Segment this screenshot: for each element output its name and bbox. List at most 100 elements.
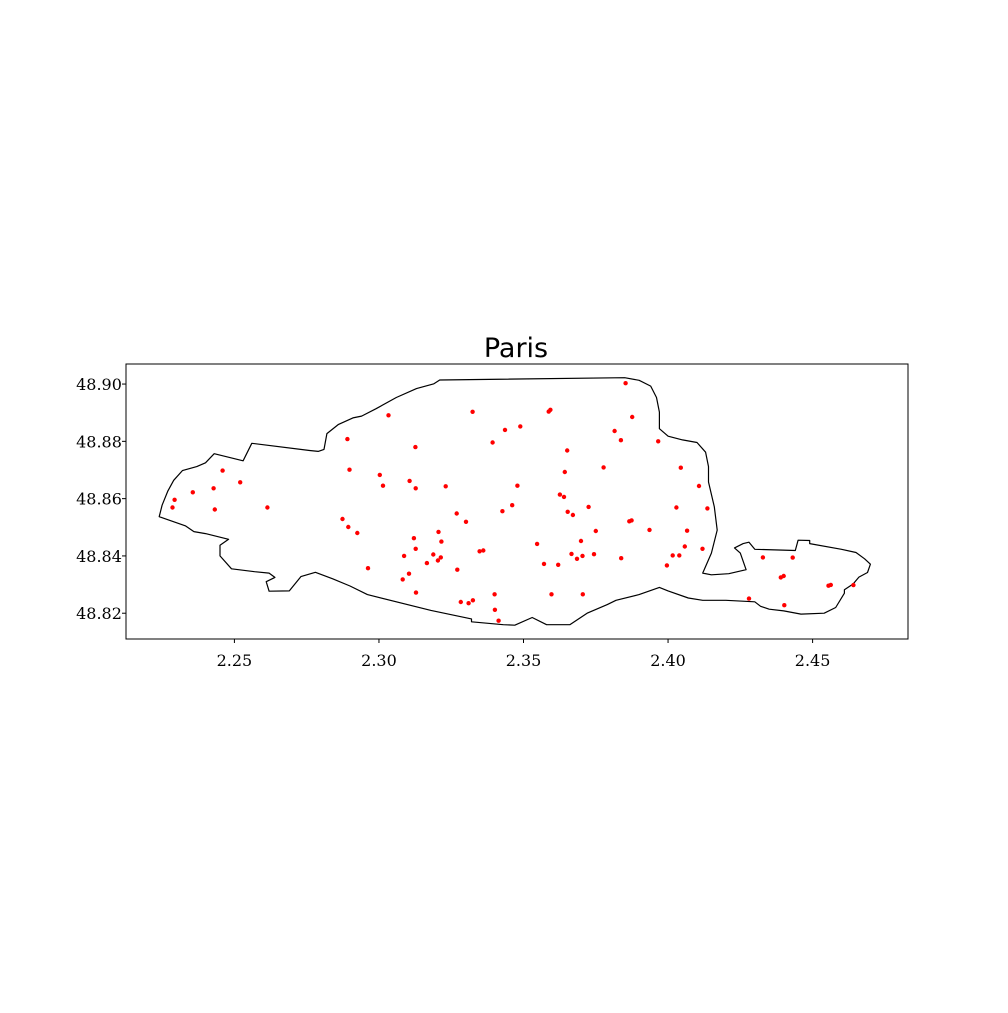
data-point xyxy=(443,484,448,489)
data-point xyxy=(477,549,482,554)
data-point xyxy=(534,541,540,547)
data-point xyxy=(760,555,766,560)
data-point xyxy=(407,478,412,484)
chart-title: Paris xyxy=(484,333,548,364)
data-point xyxy=(220,468,225,473)
data-point xyxy=(674,505,679,510)
data-point xyxy=(413,444,418,450)
data-point xyxy=(623,381,628,386)
data-point xyxy=(664,563,670,568)
data-point xyxy=(431,552,436,557)
data-point xyxy=(345,436,350,442)
data-point xyxy=(562,469,567,475)
data-point xyxy=(696,483,702,489)
data-point xyxy=(455,567,460,572)
data-point xyxy=(401,553,407,559)
data-point xyxy=(561,494,567,500)
y-tick-label: 48.86 xyxy=(76,490,122,509)
data-point xyxy=(601,465,606,470)
data-point xyxy=(705,506,710,511)
data-point xyxy=(570,512,576,518)
x-tick-label: 2.45 xyxy=(795,651,831,670)
data-point xyxy=(492,592,497,597)
city-boundary xyxy=(158,377,872,626)
x-tick-label: 2.25 xyxy=(217,651,253,670)
y-tick-label: 48.88 xyxy=(76,432,122,451)
data-point xyxy=(557,492,563,497)
data-point xyxy=(746,596,752,601)
data-point xyxy=(578,538,584,544)
data-point xyxy=(458,599,463,605)
data-point xyxy=(612,428,617,434)
data-point xyxy=(574,556,580,561)
data-point xyxy=(541,561,547,567)
y-tick-label: 48.82 xyxy=(76,604,122,623)
data-point xyxy=(580,592,585,597)
data-point xyxy=(851,582,856,588)
data-point xyxy=(569,551,574,557)
data-point xyxy=(593,528,598,534)
x-tick-label: 2.35 xyxy=(506,651,542,670)
data-point xyxy=(346,524,351,530)
data-point xyxy=(439,539,444,544)
data-point xyxy=(781,573,786,579)
data-point xyxy=(678,465,683,470)
data-point xyxy=(549,592,554,597)
data-point xyxy=(386,413,391,418)
data-point xyxy=(238,480,243,485)
data-point xyxy=(347,467,352,472)
data-point xyxy=(481,548,486,553)
data-point xyxy=(502,427,508,433)
data-point xyxy=(400,577,405,582)
data-point xyxy=(565,509,570,514)
data-point xyxy=(565,448,570,453)
data-point xyxy=(454,511,459,516)
boundary-outline xyxy=(158,377,872,626)
data-point xyxy=(411,536,417,541)
data-point xyxy=(656,439,661,444)
x-tick-label: 2.30 xyxy=(361,651,397,670)
data-point xyxy=(380,483,386,488)
data-point xyxy=(463,519,469,524)
data-point xyxy=(466,601,471,606)
axis-ticks: 2.25 2.30 2.35 2.40 2.45 48.82 48.84 48.86 48.88… xyxy=(76,375,830,670)
data-point xyxy=(586,504,591,510)
data-point xyxy=(496,618,501,623)
y-tick-label: 48.90 xyxy=(76,375,122,394)
plot-frame xyxy=(125,363,909,640)
data-point xyxy=(212,507,217,512)
data-point xyxy=(682,544,687,549)
data-point xyxy=(490,440,495,445)
data-point xyxy=(591,552,597,557)
data-point xyxy=(619,556,624,561)
data-point xyxy=(630,414,635,420)
data-point xyxy=(782,603,787,608)
data-point xyxy=(618,438,624,443)
scatter-points xyxy=(170,381,856,623)
data-point xyxy=(548,407,553,412)
data-point xyxy=(438,555,443,560)
data-point xyxy=(355,530,360,536)
data-point xyxy=(556,562,561,567)
data-point xyxy=(406,571,412,576)
data-point xyxy=(470,409,475,414)
data-point xyxy=(629,518,634,523)
data-point xyxy=(515,483,520,488)
data-point xyxy=(510,503,515,508)
data-point xyxy=(365,566,371,571)
data-point xyxy=(172,497,177,502)
data-point xyxy=(413,590,419,595)
data-point xyxy=(413,486,418,491)
data-point xyxy=(435,558,441,563)
data-point xyxy=(677,553,682,558)
data-point xyxy=(518,424,523,429)
data-point xyxy=(265,505,270,510)
data-point xyxy=(700,546,705,551)
data-point xyxy=(436,529,441,535)
data-point xyxy=(377,472,382,478)
data-point xyxy=(684,528,690,533)
data-point xyxy=(470,598,476,603)
data-point xyxy=(647,527,652,533)
